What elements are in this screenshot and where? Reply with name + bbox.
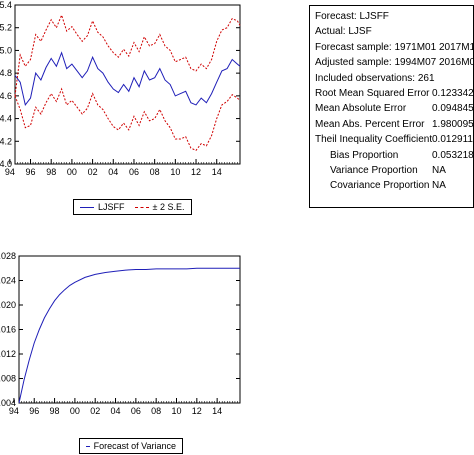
stats-row: Variance Proportion NA <box>315 163 473 178</box>
stats-value: NA <box>432 180 446 192</box>
stats-label: Mean Absolute Error <box>315 103 407 115</box>
y-tick-label: .028 <box>0 251 16 261</box>
forecast-stats-table: Forecast: LJSFF Actual: LJSF Forecast sa… <box>309 5 474 208</box>
x-tick-label: 12 <box>191 167 201 177</box>
x-tick-label: 98 <box>46 167 56 177</box>
y-tick-label: .024 <box>0 276 16 286</box>
x-tick-label: 96 <box>29 406 39 416</box>
x-tick-label: 14 <box>212 167 222 177</box>
x-tick-label: 10 <box>171 406 181 416</box>
stats-label: Mean Abs. Percent Error <box>315 118 425 130</box>
legend-label-ljsff: LJSFF <box>98 202 125 212</box>
legend-label-se: ± 2 S.E. <box>152 202 185 212</box>
x-tick-label: 94 <box>9 406 19 416</box>
y-tick-label: .020 <box>0 300 16 310</box>
stats-value: 0.094845 <box>432 103 474 115</box>
y-tick-label: 4.0 <box>0 159 12 169</box>
x-tick-label: 10 <box>170 167 180 177</box>
y-tick-label: 4.8 <box>0 68 12 78</box>
stats-value: 1.980095 <box>432 118 474 130</box>
stats-label: Theil Inequality Coefficient <box>315 134 433 146</box>
plot-frame <box>14 4 241 165</box>
x-tick-label: 04 <box>108 167 118 177</box>
stats-row: Adjusted sample: 1994M07 2016M03 <box>315 55 474 70</box>
y-tick-label: 5.0 <box>0 45 12 55</box>
stats-value: NA <box>432 164 446 176</box>
x-tick-label: 12 <box>192 406 202 416</box>
stats-row: Mean Abs. Percent Error 1.980095 <box>315 117 474 132</box>
legend-swatch-dashed <box>134 206 149 208</box>
stats-row: Mean Absolute Error 0.094845 <box>315 101 474 116</box>
stats-value: 0.053218 <box>432 149 474 161</box>
y-tick-label: .016 <box>0 325 16 335</box>
x-tick-label: 98 <box>50 406 60 416</box>
series-line <box>14 13 241 96</box>
stats-value: 0.123342 <box>432 87 474 99</box>
stats-row: Root Mean Squared Error 0.123342 <box>315 86 474 101</box>
stats-row: Forecast: LJSFF <box>315 9 473 24</box>
x-tick-label: 96 <box>26 167 36 177</box>
stats-label: Root Mean Squared Error <box>315 87 430 99</box>
legend-swatch-solid <box>80 206 94 208</box>
x-tick-label: 02 <box>88 167 98 177</box>
y-tick-label: 4.4 <box>0 114 12 124</box>
x-tick-label: 94 <box>5 167 15 177</box>
x-tick-label: 08 <box>151 406 161 416</box>
forecast-chart-legend: LJSFF ± 2 S.E. <box>73 199 192 215</box>
plot-frame <box>18 255 241 404</box>
x-tick-label: 02 <box>90 406 100 416</box>
y-tick-label: .012 <box>0 349 16 359</box>
stats-row: Covariance Proportion NA <box>315 178 473 193</box>
y-tick-label: 4.2 <box>0 136 12 146</box>
stats-label: Forecast: LJSFF <box>315 11 389 22</box>
legend-swatch-solid <box>86 445 90 447</box>
y-tick-label: 5.4 <box>0 0 12 10</box>
stats-row: Forecast sample: 1971M01 2017M12 <box>315 40 474 55</box>
series-line <box>18 267 240 404</box>
x-tick-label: 14 <box>212 406 222 416</box>
stats-label: Bias Proportion <box>330 149 399 161</box>
stats-row: Included observations: 261 <box>315 71 473 86</box>
series-line <box>14 87 241 152</box>
stats-label: Included observations: 261 <box>315 72 435 84</box>
stats-label: Variance Proportion <box>330 164 418 176</box>
x-tick-label: 06 <box>129 167 139 177</box>
y-tick-label: .008 <box>0 374 16 384</box>
x-tick-label: 04 <box>111 406 121 416</box>
legend-label-variance: Forecast of Variance <box>93 441 176 451</box>
stats-value: 0.012911 <box>432 134 473 146</box>
stats-label: Covariance Proportion <box>330 180 430 192</box>
x-tick-label: 08 <box>150 167 160 177</box>
variance-chart-legend: Forecast of Variance <box>79 438 183 454</box>
x-tick-label: 06 <box>131 406 141 416</box>
x-tick-label: 00 <box>67 167 77 177</box>
y-tick-label: 5.2 <box>0 23 12 33</box>
series-line <box>14 51 241 107</box>
stats-label: Forecast sample: 1971M01 2017M12 <box>315 41 474 53</box>
y-tick-label: 4.6 <box>0 91 12 101</box>
forecast-chart: 4.0 4.2 4.4 4.6 4.8 5.0 5.2 5.4 94 96 98 00 02 04 06 08… <box>0 0 241 177</box>
x-tick-label: 00 <box>70 406 80 416</box>
stats-label: Actual: LJSF <box>315 26 372 38</box>
stats-row: Actual: LJSF <box>315 24 473 39</box>
stats-row: Bias Proportion 0.053218 <box>315 148 474 163</box>
variance-chart: .004 .008 .012 .016 .020 .024 .028 94 96 98 00 02 04… <box>0 251 241 416</box>
stats-row: Theil Inequality Coefficient 0.012911 <box>315 132 473 147</box>
stats-label: Adjusted sample: 1994M07 2016M03 <box>315 57 474 69</box>
y-tick-label: .004 <box>0 398 16 408</box>
